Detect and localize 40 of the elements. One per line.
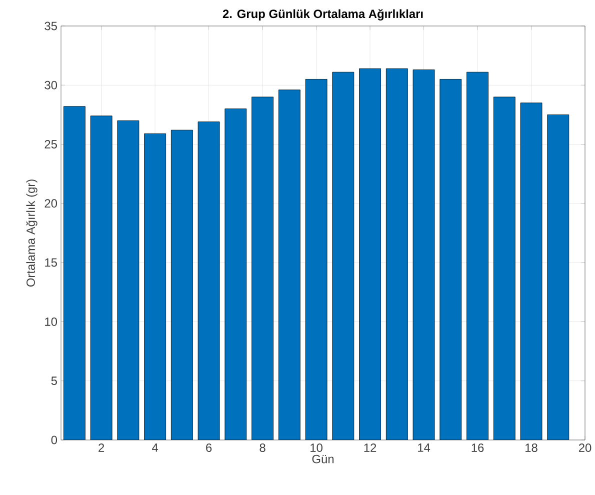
bar	[252, 96, 274, 440]
bar	[413, 70, 435, 440]
x-tick-label: 4	[152, 444, 158, 452]
bar	[90, 116, 112, 440]
x-tick-label: 14	[418, 444, 430, 452]
x-axis-title: Gün	[312, 454, 334, 464]
bar	[466, 72, 488, 440]
bar	[494, 96, 516, 440]
bar	[306, 79, 328, 440]
y-tick-label: 15	[45, 258, 57, 267]
bar	[144, 134, 166, 440]
x-tick-label: 8	[260, 444, 266, 452]
y-tick-label: 35	[44, 22, 57, 30]
bar	[278, 90, 300, 440]
chart-title: 2. Grup Günlük Ortalama Ağırlıkları	[222, 9, 423, 20]
bar	[198, 122, 220, 440]
x-tick-label: 2	[98, 444, 104, 452]
x-tick-label: 20	[578, 444, 592, 452]
x-tick-label: 16	[472, 444, 484, 452]
bar	[64, 106, 86, 440]
y-tick-label: 25	[44, 140, 57, 148]
bar	[440, 79, 462, 440]
x-tick-label: 18	[526, 444, 538, 452]
y-tick-label: 30	[44, 80, 58, 90]
bar	[547, 114, 570, 440]
y-tick-label: 5	[51, 376, 57, 386]
y-tick-label: 10	[45, 317, 58, 326]
y-axis-title: Ortalama Ağırlık (gr)	[26, 180, 38, 287]
bar	[171, 130, 193, 440]
bar	[520, 102, 542, 440]
bar	[332, 72, 354, 440]
y-tick-label: 0	[51, 436, 58, 444]
x-tick-label: 6	[206, 444, 212, 452]
bar	[359, 68, 381, 440]
x-tick-label: 10	[310, 444, 322, 452]
bar	[386, 68, 408, 440]
y-tick-label: 20	[44, 199, 58, 208]
x-tick-label: 12	[364, 444, 376, 452]
bar	[117, 120, 139, 440]
bar	[224, 108, 246, 440]
